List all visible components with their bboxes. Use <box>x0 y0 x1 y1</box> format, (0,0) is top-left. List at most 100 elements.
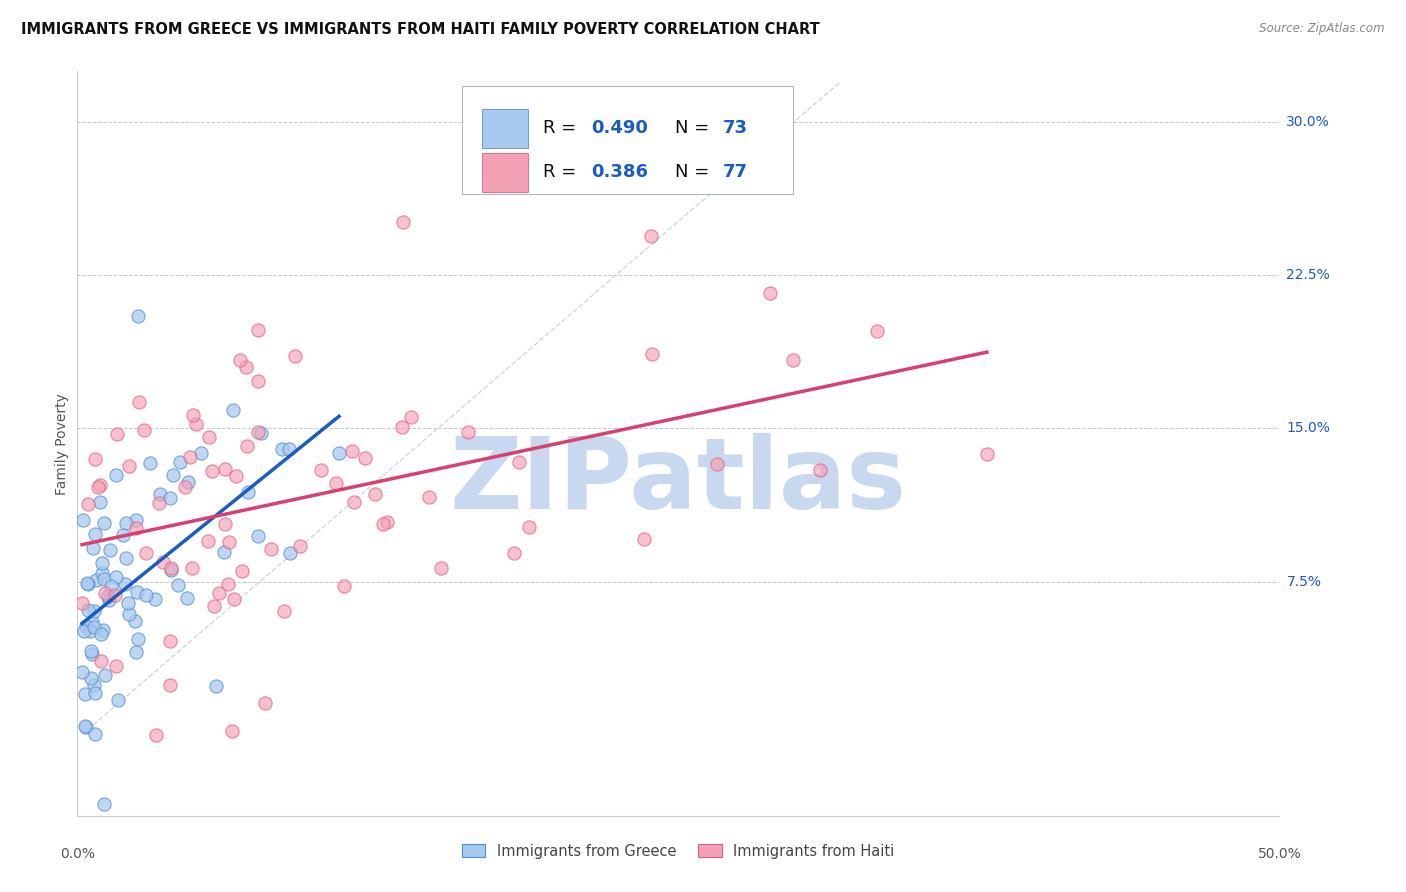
Point <box>83 678 105 692</box>
Point <box>72 513 94 527</box>
Point <box>808 463 831 477</box>
Point <box>83 620 105 634</box>
Point <box>105 427 128 442</box>
Point <box>340 443 363 458</box>
Point <box>167 578 190 592</box>
FancyBboxPatch shape <box>463 87 793 194</box>
Point <box>111 528 134 542</box>
Point <box>176 591 198 606</box>
Point <box>84 686 107 700</box>
Point <box>84 527 107 541</box>
Point <box>90 556 112 570</box>
Point <box>97 589 120 603</box>
Point <box>152 555 174 569</box>
Text: 0.490: 0.490 <box>591 120 648 137</box>
Text: N =: N = <box>675 163 714 181</box>
Point <box>278 546 301 560</box>
Point <box>430 561 453 575</box>
Point <box>134 423 156 437</box>
Point <box>179 450 201 465</box>
Point <box>373 517 395 532</box>
Point <box>73 719 96 733</box>
Point <box>201 464 224 478</box>
FancyBboxPatch shape <box>482 153 529 192</box>
Point <box>93 797 115 812</box>
Point <box>633 533 655 547</box>
Point <box>160 561 183 575</box>
Point <box>502 546 524 560</box>
Text: 7.5%: 7.5% <box>1286 574 1322 589</box>
Point <box>90 655 112 669</box>
Point <box>976 447 998 461</box>
Text: 22.5%: 22.5% <box>1286 268 1330 283</box>
Point <box>333 579 356 593</box>
Point <box>375 515 398 529</box>
Point <box>82 541 104 555</box>
Point <box>259 541 281 556</box>
Point <box>149 487 172 501</box>
Point <box>76 603 98 617</box>
FancyBboxPatch shape <box>482 109 529 147</box>
Point <box>343 495 366 509</box>
Point <box>866 325 889 339</box>
Point <box>235 360 257 375</box>
Point <box>82 647 104 661</box>
Point <box>118 607 141 621</box>
Point <box>247 323 270 337</box>
Point <box>222 592 245 607</box>
Point <box>328 446 350 460</box>
Point <box>782 353 804 368</box>
Point <box>90 627 112 641</box>
Point <box>246 425 269 439</box>
Point <box>98 542 121 557</box>
Point <box>214 516 236 531</box>
Point <box>247 529 270 543</box>
Point <box>98 593 121 607</box>
Point <box>159 563 181 577</box>
Point <box>181 408 204 422</box>
Point <box>114 551 136 566</box>
Point <box>94 667 117 681</box>
Point <box>145 727 167 741</box>
Point <box>80 671 103 685</box>
Point <box>218 534 240 549</box>
Point <box>79 624 101 639</box>
Point <box>246 374 269 388</box>
Point <box>284 349 307 363</box>
Point <box>125 521 148 535</box>
Point <box>197 534 219 549</box>
Text: N =: N = <box>675 120 714 137</box>
Point <box>759 285 782 300</box>
Text: R =: R = <box>543 163 582 181</box>
Point <box>104 468 127 483</box>
Text: 15.0%: 15.0% <box>1286 421 1330 435</box>
Point <box>214 462 236 476</box>
Point <box>73 624 96 638</box>
Point <box>202 599 225 613</box>
Point <box>104 588 127 602</box>
Point <box>270 442 292 457</box>
Point <box>72 665 94 679</box>
Point <box>100 579 122 593</box>
Legend: Immigrants from Greece, Immigrants from Haiti: Immigrants from Greece, Immigrants from … <box>457 838 900 864</box>
Point <box>93 516 115 531</box>
Point <box>127 309 149 323</box>
Point <box>84 451 107 466</box>
Point <box>143 591 166 606</box>
Point <box>418 490 440 504</box>
Point <box>204 679 226 693</box>
Point <box>118 459 141 474</box>
Point <box>364 487 387 501</box>
Point <box>222 402 245 417</box>
Point <box>169 455 191 469</box>
Point <box>84 727 107 741</box>
Point <box>288 539 311 553</box>
Text: 30.0%: 30.0% <box>1286 115 1330 129</box>
Y-axis label: Family Poverty: Family Poverty <box>55 392 69 495</box>
Point <box>159 634 181 648</box>
Point <box>221 724 243 739</box>
Point <box>180 561 202 575</box>
Point <box>117 597 139 611</box>
Point <box>104 659 127 673</box>
Point <box>159 491 181 506</box>
